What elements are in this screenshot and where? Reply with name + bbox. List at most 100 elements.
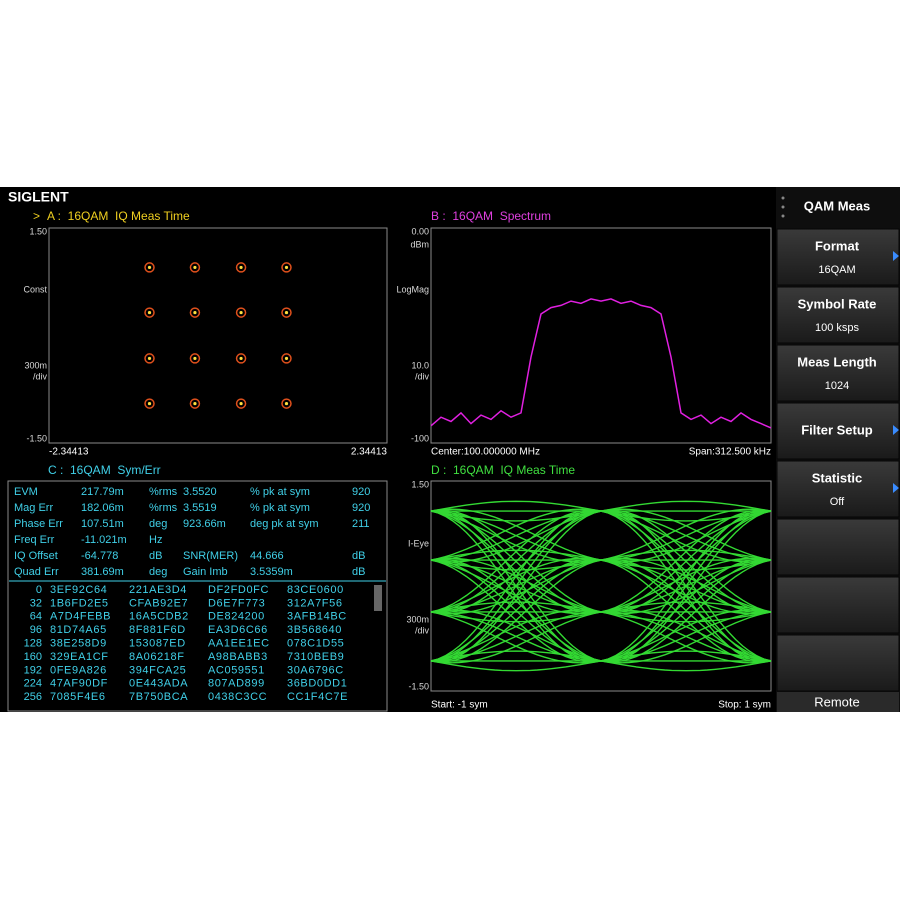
symbol-cell: 32 [30, 597, 42, 609]
symbol-cell: 224 [24, 678, 42, 690]
symbol-cell: 192 [24, 664, 42, 676]
symbol-cell: DE824200 [208, 611, 265, 623]
y-tick-label: 1.50 [29, 226, 47, 236]
symbol-cell: 0E443ADA [129, 678, 188, 690]
constellation-point [281, 307, 292, 318]
symbol-cell: 47AF90DF [50, 678, 108, 690]
metric-cell: dB [352, 566, 365, 578]
unit-label: dBm [410, 239, 429, 249]
span: Span:312.500 kHz [689, 447, 771, 458]
constellation-dot [284, 401, 289, 406]
metric-cell: % pk at sym [250, 486, 310, 498]
metric-cell: Mag Err [14, 502, 53, 514]
metric-cell: 217.79m [81, 486, 124, 498]
constellation-point [189, 262, 201, 273]
y-tick-label: 0.00 [411, 226, 429, 236]
status: Remote [814, 694, 860, 709]
eye-trace [430, 508, 602, 561]
constellation-dot [239, 356, 243, 361]
panel-title: D : 16QAM IQ Meas Time [431, 463, 575, 477]
eye-trace [430, 510, 602, 561]
constellation-point [281, 353, 292, 364]
center-frequency: Center:100.000000 MHz [431, 447, 540, 458]
constellation-dot [284, 265, 289, 270]
metric-cell: dB [149, 550, 162, 562]
metric-cell: %rms [149, 502, 178, 514]
symbol-cell: 078C1D55 [287, 638, 344, 650]
symbol-cell: 221AE3D4 [129, 584, 187, 596]
metric-cell: deg [149, 518, 167, 530]
constellation-point [144, 353, 155, 364]
metric-cell: %rms [149, 486, 178, 498]
scale-label: /div [415, 625, 430, 635]
symbol-cell: 38E258D9 [50, 638, 107, 650]
constellation-point [235, 398, 247, 409]
metric-cell: Gain Imb [183, 566, 228, 578]
eye-trace [430, 510, 602, 522]
eye-trace [430, 660, 602, 672]
eye-trace [600, 510, 772, 561]
eye-trace [430, 549, 602, 561]
y-tick-label: 1.50 [411, 479, 429, 489]
symbol-cell: 16A5CDB2 [129, 611, 189, 623]
constellation-point [235, 307, 247, 318]
symbol-cell: AA1EE1EC [208, 638, 270, 650]
softkey[interactable] [776, 576, 900, 634]
eye-trace [430, 559, 602, 662]
panel-title: B : 16QAM Spectrum [431, 209, 551, 223]
format-label: LogMag [396, 284, 429, 294]
eye-trace [600, 508, 772, 561]
constellation-point [189, 398, 201, 409]
scale-label: 300m [406, 614, 429, 624]
symbol-cell: 329EA1CF [50, 651, 109, 663]
symbol-cell: 3AFB14BC [287, 611, 347, 623]
softkey[interactable] [776, 518, 900, 576]
metric-cell: 920 [352, 486, 370, 498]
panel-marker: > [33, 209, 40, 223]
softkey[interactable] [776, 286, 900, 344]
symbol-cell: 64 [30, 611, 42, 623]
table-frame [7, 480, 388, 712]
softkey-label: Statistic [812, 470, 863, 485]
x-tick-label: 2.34413 [351, 447, 388, 458]
symbol-cell: 1B6FD2E5 [50, 597, 109, 609]
metric-cell: 44.666 [250, 550, 284, 562]
symbol-cell: 394FCA25 [129, 664, 186, 676]
metric-cell: IQ Offset [14, 550, 58, 562]
metric-cell: 381.69m [81, 566, 124, 578]
symbol-cell: 36BD0DD1 [287, 678, 347, 690]
eye-trace [600, 559, 772, 662]
softkey[interactable] [776, 228, 900, 286]
softkey[interactable] [776, 460, 900, 518]
eye-trace [600, 510, 772, 563]
softkey[interactable] [776, 402, 900, 460]
format-label: Const [23, 284, 47, 294]
symbol-cell: CC1F4C7E [287, 691, 348, 703]
metric-cell: deg pk at sym [250, 518, 318, 530]
eye-trace [600, 660, 772, 672]
metric-cell: Phase Err [14, 518, 63, 530]
scale-label: 10.0 [411, 360, 429, 370]
eye-trace [600, 510, 772, 663]
symbol-cell: 312A7F56 [287, 597, 343, 609]
symbol-cell: 153087ED [129, 638, 186, 650]
start-label: Start: -1 sym [431, 700, 488, 711]
plot-frame [430, 227, 772, 444]
y-tick-label: -1.50 [26, 433, 47, 443]
eye-traces [430, 500, 772, 672]
metric-cell: Hz [149, 534, 162, 546]
y-tick-label: -100 [411, 433, 429, 443]
scrollbar[interactable] [374, 585, 382, 611]
softkey[interactable] [776, 344, 900, 402]
format-label: I-Eye [408, 538, 429, 548]
constellation-dot [284, 356, 289, 361]
menu-title: QAM Meas [804, 198, 870, 213]
metric-cell: 3.5359m [250, 566, 293, 578]
symbol-cell: 7310BEB9 [287, 651, 344, 663]
eye-trace [430, 510, 602, 663]
symbol-cell: EA3D6C66 [208, 624, 268, 636]
softkey[interactable] [776, 634, 900, 692]
stop-label: Stop: 1 sym [718, 700, 771, 711]
eye-trace [600, 601, 772, 613]
